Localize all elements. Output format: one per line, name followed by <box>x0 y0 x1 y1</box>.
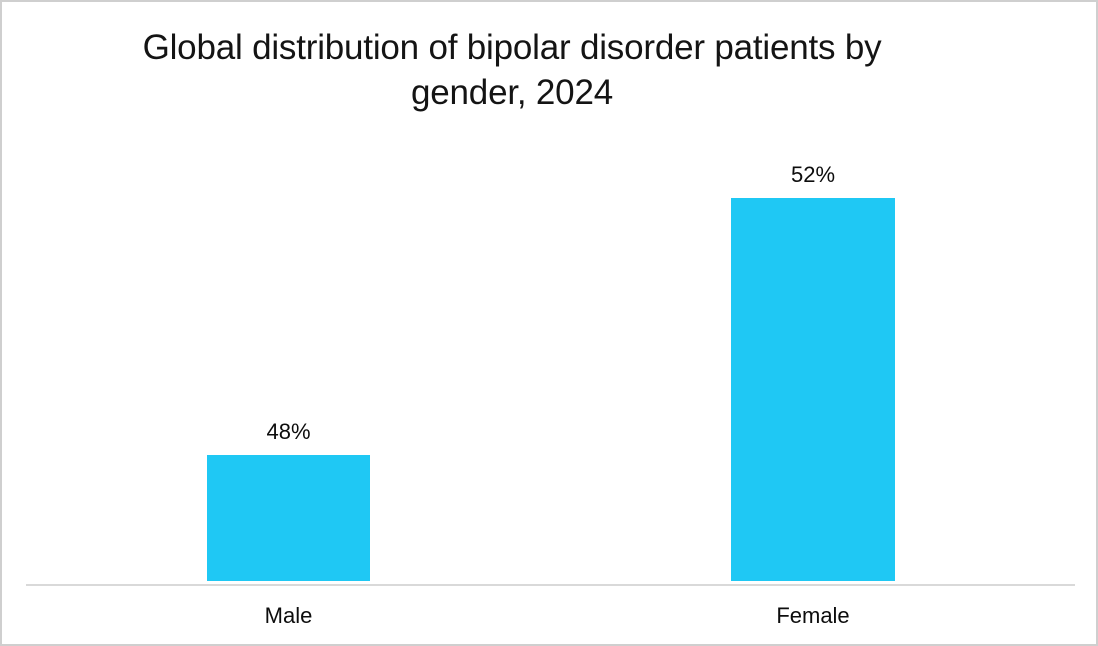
bar-female <box>731 198 895 581</box>
chart-title: Global distribution of bipolar disorder … <box>2 25 1022 115</box>
data-label-female: 52% <box>790 162 836 187</box>
bar-male <box>207 455 370 581</box>
category-label-male: Male <box>264 603 313 628</box>
chart-title-line2: gender, 2024 <box>411 73 613 112</box>
chart-title-line1: Global distribution of bipolar disorder … <box>142 28 882 67</box>
category-label-female: Female <box>776 603 850 628</box>
data-label-male: 48% <box>266 419 311 444</box>
x-axis-line <box>26 584 1075 586</box>
